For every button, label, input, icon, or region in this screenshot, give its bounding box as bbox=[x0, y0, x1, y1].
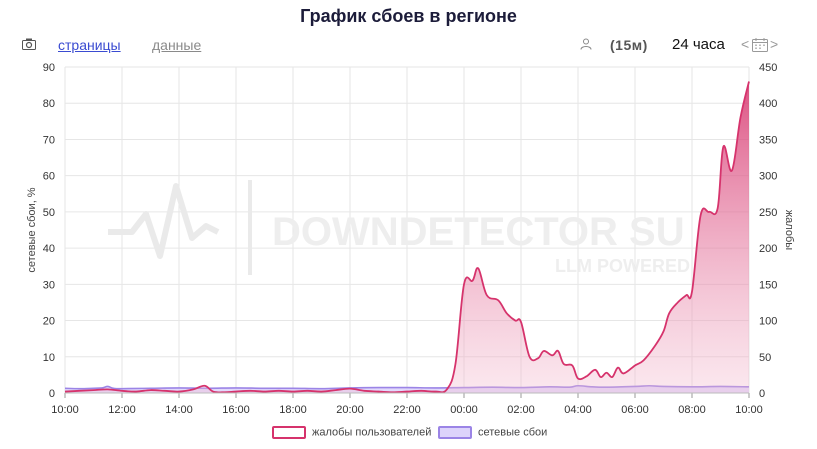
y-tick-right: 0 bbox=[759, 388, 765, 400]
user-icon[interactable] bbox=[580, 38, 592, 50]
y-tick-right: 50 bbox=[759, 352, 771, 364]
period-label[interactable]: 24 часа bbox=[672, 36, 725, 53]
chart-grid bbox=[64, 66, 750, 394]
series-layer bbox=[64, 81, 750, 394]
interval-selector[interactable]: (15м) bbox=[610, 37, 648, 53]
watermark-sub: LLM POWERED bbox=[555, 256, 690, 276]
y-tick-left: 30 bbox=[43, 279, 55, 291]
y-tick-left: 40 bbox=[43, 243, 55, 255]
y-tick-left: 20 bbox=[43, 316, 55, 328]
data-link[interactable]: данные bbox=[152, 37, 202, 53]
y-tick-left: 70 bbox=[43, 134, 55, 146]
pages-link[interactable]: страницы bbox=[58, 37, 121, 53]
legend-swatch-network bbox=[438, 426, 472, 439]
y-axis-right-label: жалобы bbox=[783, 210, 795, 250]
y-tick-left: 0 bbox=[49, 388, 55, 400]
x-tick-label: 16:00 bbox=[222, 404, 250, 416]
next-period-button[interactable]: > bbox=[770, 36, 779, 52]
y-tick-right: 450 bbox=[759, 62, 777, 74]
legend-item-network[interactable]: сетевые сбои bbox=[438, 426, 547, 439]
legend-item-complaints[interactable]: жалобы пользователей bbox=[272, 426, 431, 439]
y-tick-right: 300 bbox=[759, 171, 777, 183]
watermark-main: DOWNDETECTOR SU bbox=[272, 210, 685, 254]
chart-axes: 0 0 10 50 20 100 30 150 40 200 50 250 60 300 70 350 80 40… bbox=[43, 62, 778, 416]
y-tick-right: 150 bbox=[759, 279, 777, 291]
x-tick-label: 22:00 bbox=[393, 404, 421, 416]
y-tick-left: 80 bbox=[43, 98, 55, 110]
y-tick-left: 90 bbox=[43, 62, 55, 74]
x-tick-label: 02:00 bbox=[507, 404, 535, 416]
complaints-line[interactable] bbox=[64, 81, 750, 394]
legend-swatch-complaints bbox=[272, 426, 306, 439]
y-tick-right: 350 bbox=[759, 134, 777, 146]
y-tick-right: 250 bbox=[759, 207, 777, 219]
y-tick-left: 60 bbox=[43, 171, 55, 183]
x-tick-label: 08:00 bbox=[678, 404, 706, 416]
x-tick-label: 20:00 bbox=[336, 404, 364, 416]
legend-label-network: сетевые сбои bbox=[478, 426, 548, 439]
x-tick-label: 10:00 bbox=[735, 404, 763, 416]
y-tick-right: 400 bbox=[759, 98, 777, 110]
chart-title: График сбоев в регионе bbox=[300, 6, 517, 26]
x-tick-label: 06:00 bbox=[621, 404, 649, 416]
camera-icon[interactable] bbox=[22, 38, 36, 50]
y-tick-right: 100 bbox=[759, 316, 777, 328]
prev-period-button[interactable]: < bbox=[741, 36, 750, 52]
x-tick-label: 12:00 bbox=[108, 404, 136, 416]
y-tick-left: 50 bbox=[43, 207, 55, 219]
y-tick-right: 200 bbox=[759, 243, 777, 255]
complaints-area bbox=[65, 81, 749, 394]
y-tick-left: 10 bbox=[43, 352, 55, 364]
x-tick-label: 00:00 bbox=[450, 404, 478, 416]
legend-label-complaints: жалобы пользователей bbox=[312, 426, 432, 439]
watermark: DOWNDETECTOR SU LLM POWERED bbox=[108, 180, 690, 276]
x-tick-label: 10:00 bbox=[51, 404, 79, 416]
chart-toolbar: страницы данные (15м) 24 часа < > bbox=[0, 36, 817, 56]
x-tick-label: 14:00 bbox=[165, 404, 193, 416]
x-tick-label: 04:00 bbox=[564, 404, 592, 416]
chart-legend: жалобы пользователей сетевые сбои bbox=[0, 426, 817, 442]
x-tick-label: 18:00 bbox=[279, 404, 307, 416]
y-axis-left-label: сетевые сбои, % bbox=[26, 187, 38, 272]
calendar-icon[interactable] bbox=[752, 38, 768, 52]
